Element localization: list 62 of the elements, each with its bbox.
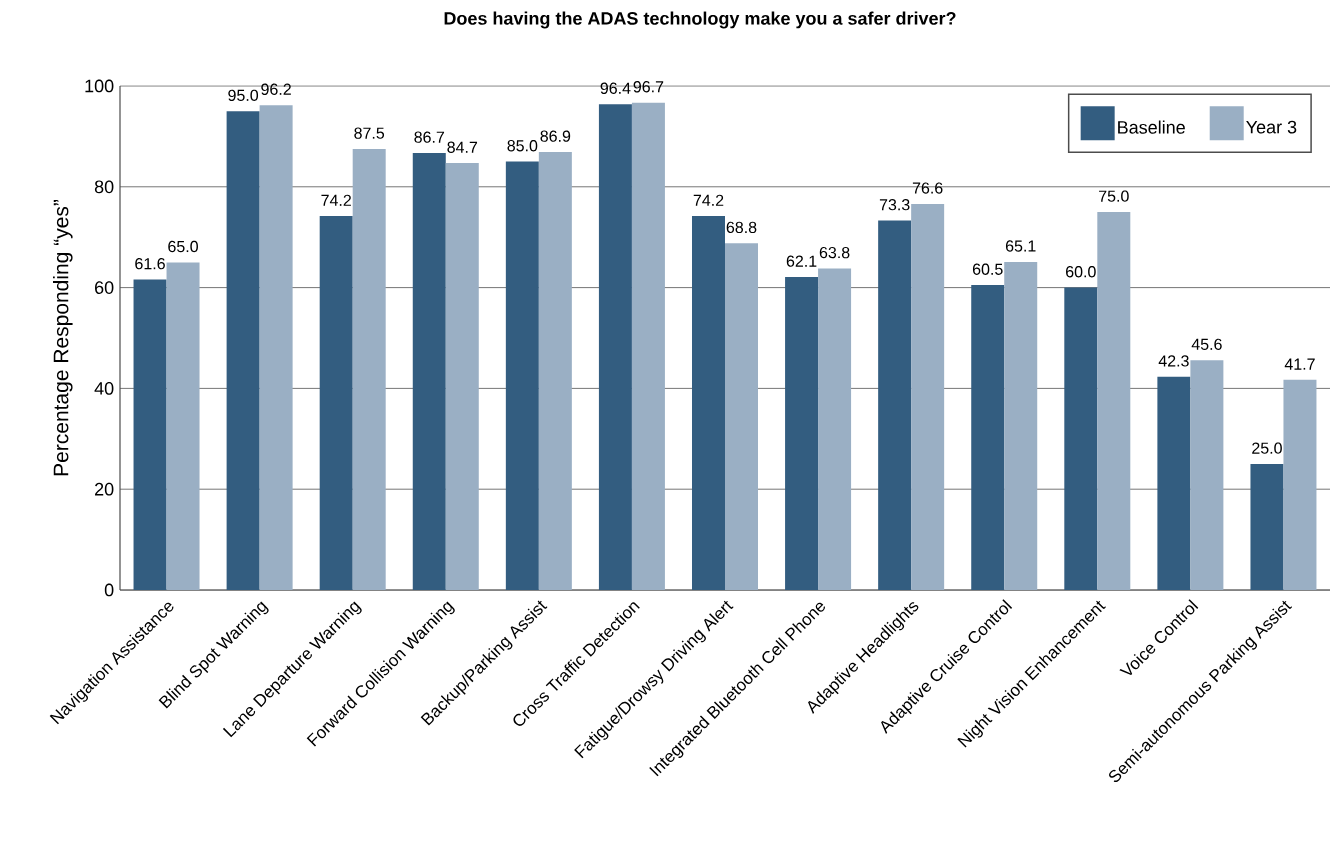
y-tick-label: 100	[85, 79, 114, 93]
bar	[259, 105, 293, 590]
data-label: 96.7	[633, 81, 664, 93]
data-label: 85.0	[507, 140, 538, 152]
data-label: 65.0	[168, 240, 198, 253]
data-label: 63.8	[819, 246, 850, 259]
bar	[631, 102, 665, 590]
bar	[1157, 376, 1191, 590]
data-label: 86.9	[540, 130, 571, 142]
data-label: 74.2	[321, 194, 351, 206]
bar	[598, 104, 632, 590]
bar	[1004, 261, 1038, 590]
data-label: 60.5	[972, 263, 1003, 275]
y-tick-label: 0	[104, 583, 114, 597]
bar	[1283, 379, 1317, 590]
bar	[445, 163, 479, 590]
data-label: 74.2	[693, 194, 724, 206]
data-label: 68.8	[726, 221, 757, 234]
bar	[412, 153, 446, 590]
bar	[1190, 360, 1224, 590]
data-label: 96.4	[600, 82, 631, 94]
data-label: 42.3	[1158, 355, 1189, 367]
data-label: 41.7	[1284, 358, 1315, 370]
bar	[911, 203, 945, 590]
data-label: 45.6	[1191, 338, 1222, 350]
bar	[1064, 287, 1098, 590]
data-label: 96.2	[261, 83, 291, 95]
bar	[785, 277, 819, 590]
data-label: 61.6	[135, 258, 165, 270]
bar	[692, 216, 725, 590]
data-label: 60.0	[1066, 266, 1096, 278]
data-label: 86.7	[414, 131, 445, 143]
bar	[818, 268, 852, 590]
bar	[505, 161, 539, 590]
data-label: 95.0	[228, 89, 259, 101]
data-label: 62.1	[786, 255, 817, 267]
data-label: 73.3	[879, 199, 910, 211]
data-label: 84.7	[447, 141, 478, 153]
bar	[1097, 211, 1131, 590]
bar	[1250, 464, 1284, 590]
data-label: 75.0	[1099, 190, 1129, 202]
data-label: 87.5	[354, 127, 385, 139]
bar	[352, 148, 386, 590]
data-label: 76.6	[912, 182, 943, 194]
bar	[538, 152, 572, 590]
data-label: 65.1	[1005, 240, 1036, 252]
legend-label: Year 3	[1246, 120, 1297, 134]
bar	[133, 279, 167, 590]
bar	[166, 262, 200, 590]
data-label: 25.0	[1252, 442, 1282, 454]
bar	[725, 243, 758, 590]
bar	[971, 285, 1005, 590]
bar	[878, 220, 912, 590]
y-tick-label: 40	[94, 382, 114, 395]
y-tick-label: 20	[95, 482, 114, 496]
bar	[226, 111, 260, 590]
bar	[319, 216, 353, 590]
y-tick-label: 60	[95, 281, 114, 294]
y-axis-title: Percentage Responding “yes”	[53, 199, 73, 476]
chart-title: Does having the ADAS technology make you a safer driver?	[444, 11, 956, 29]
legend-label: Baseline	[1118, 120, 1185, 134]
y-tick-label: 80	[94, 180, 114, 194]
